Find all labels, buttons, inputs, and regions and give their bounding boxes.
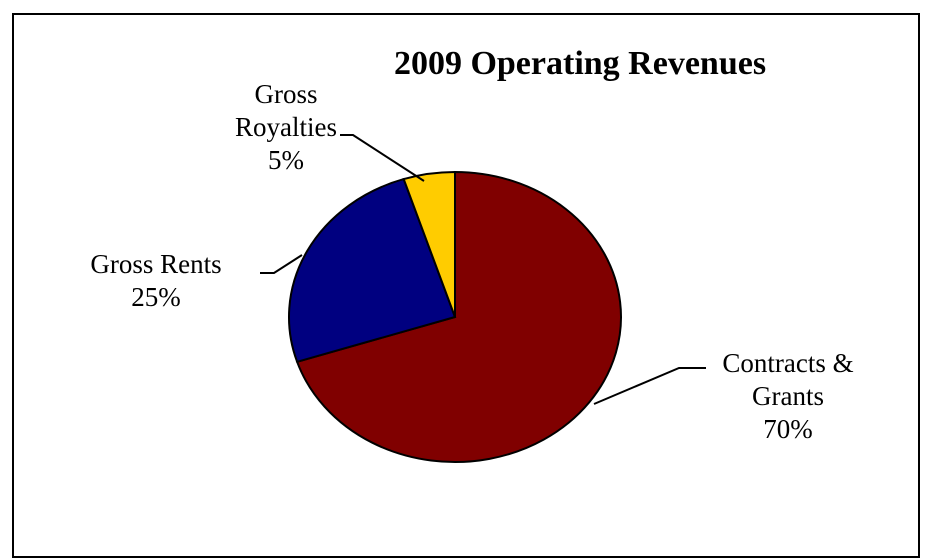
pie-slice-gross-royalties [402, 170, 456, 318]
slice-label-gross-royalties: Gross Royalties 5% [235, 79, 337, 175]
slice-category: Royalties [235, 112, 337, 142]
slice-category: Gross [254, 79, 317, 109]
leader-lines [260, 134, 706, 405]
slice-labels: Contracts & Grants 70% Gross Rents 25% Gross R… [90, 79, 853, 444]
leader-line-gross-royalties [340, 134, 425, 182]
pie-slice-gross-rents [287, 177, 457, 364]
slice-label-gross-rents: Gross Rents 25% [90, 249, 221, 312]
chart-frame: 2009 Operating Revenues Contracts & Grant… [12, 13, 920, 558]
slice-label-contracts-grants: Contracts & Grants 70% [722, 348, 853, 444]
slice-percent: 5% [268, 145, 304, 175]
slice-percent: 70% [763, 414, 813, 444]
pie-chart: 2009 Operating Revenues Contracts & Grant… [90, 45, 854, 463]
slice-category: Gross Rents [90, 249, 221, 279]
pie-slices [287, 170, 622, 463]
leader-line-gross-rents [260, 254, 303, 274]
slice-category: Grants [752, 381, 824, 411]
slice-percent: 25% [131, 282, 181, 312]
leader-line-contracts-grants [593, 367, 706, 405]
slice-category: Contracts & [722, 348, 853, 378]
chart-title: 2009 Operating Revenues [394, 45, 766, 82]
pie-slice-contracts-grants [295, 170, 622, 463]
